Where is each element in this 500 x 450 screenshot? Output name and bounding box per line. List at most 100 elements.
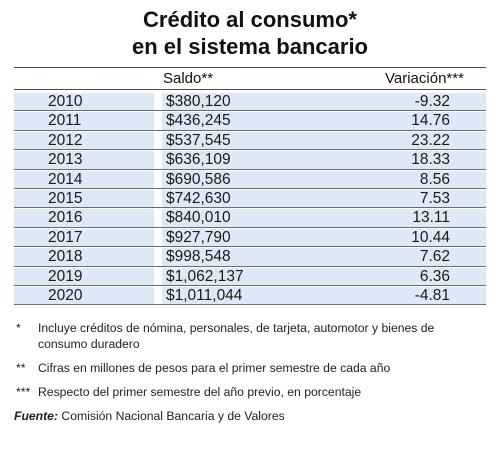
row-band bbox=[162, 170, 372, 188]
year-cell: 2010 bbox=[48, 93, 83, 110]
row-band bbox=[162, 209, 372, 227]
footnote-2-text: Cifras en millones de pesos para el prim… bbox=[38, 361, 391, 375]
row-separator bbox=[14, 110, 486, 112]
row-separator bbox=[14, 226, 486, 228]
year-cell: 2011 bbox=[48, 112, 82, 130]
row-separator bbox=[14, 246, 486, 248]
variacion-cell: 6.36 bbox=[419, 267, 450, 285]
footnote-3: *** Respecto del primer semestre del año… bbox=[14, 384, 486, 400]
variacion-cell: 18.33 bbox=[411, 151, 450, 169]
row-separator bbox=[14, 304, 486, 306]
row-separator bbox=[14, 129, 486, 131]
row-band bbox=[372, 267, 486, 285]
footnote-1-text: Incluye créditos de nómina, personales, … bbox=[38, 321, 435, 351]
table-row: 2016 $840,010 13.11 bbox=[0, 208, 500, 228]
row-band bbox=[14, 112, 154, 130]
row-band bbox=[372, 170, 486, 188]
table-row: 2020 $1,011,044 -4.81 bbox=[0, 286, 500, 306]
source-label: Fuente: bbox=[14, 409, 59, 423]
footnote-2-mark: ** bbox=[16, 361, 26, 375]
row-band bbox=[14, 267, 154, 285]
row-band bbox=[162, 93, 372, 111]
footnote-3-text: Respecto del primer semestre del año pre… bbox=[38, 385, 362, 399]
row-band bbox=[14, 131, 154, 150]
saldo-cell: $537,545 bbox=[166, 131, 231, 149]
saldo-cell: $1,062,137 bbox=[166, 267, 244, 285]
table-row: 2013 $636,109 18.33 bbox=[0, 150, 500, 170]
row-band bbox=[372, 228, 486, 247]
year-cell: 2012 bbox=[48, 131, 83, 149]
header-top-rule bbox=[14, 67, 486, 68]
variacion-cell: 7.62 bbox=[419, 248, 450, 266]
year-cell: 2019 bbox=[48, 267, 83, 285]
variacion-cell: -4.81 bbox=[414, 286, 450, 304]
row-band bbox=[372, 131, 486, 150]
variacion-cell: 10.44 bbox=[411, 228, 450, 246]
row-band bbox=[372, 209, 486, 227]
column-header-variacion: Variación*** bbox=[385, 70, 464, 87]
header-bottom-rule bbox=[14, 89, 486, 90]
saldo-cell: $1,011,044 bbox=[166, 286, 243, 304]
year-cell: 2015 bbox=[48, 189, 83, 207]
row-band bbox=[372, 93, 486, 111]
table-row: 2018 $998,548 7.62 bbox=[0, 247, 500, 267]
row-band bbox=[162, 151, 372, 169]
row-band bbox=[162, 267, 372, 285]
row-band bbox=[14, 170, 154, 188]
row-band bbox=[14, 189, 154, 208]
row-band bbox=[162, 228, 372, 247]
title-line-1: Crédito al consumo* bbox=[143, 7, 357, 32]
saldo-cell: $636,109 bbox=[166, 151, 231, 169]
row-band bbox=[162, 112, 372, 130]
row-separator bbox=[14, 168, 486, 170]
row-band bbox=[14, 248, 154, 266]
year-cell: 2013 bbox=[48, 151, 83, 169]
row-separator bbox=[14, 207, 486, 209]
table-row: 2012 $537,545 23.22 bbox=[0, 131, 500, 151]
saldo-cell: $998,548 bbox=[166, 248, 231, 266]
chart-title: Crédito al consumo* en el sistema bancar… bbox=[0, 6, 500, 60]
saldo-cell: $380,120 bbox=[166, 93, 231, 110]
table-row: 2011 $436,245 14.76 bbox=[0, 111, 500, 131]
variacion-cell: 14.76 bbox=[411, 112, 450, 130]
footnote-1: * Incluye créditos de nómina, personales… bbox=[14, 320, 486, 352]
row-separator bbox=[14, 265, 486, 267]
row-band bbox=[372, 286, 486, 305]
footnote-1-mark: * bbox=[16, 321, 21, 335]
year-cell: 2014 bbox=[48, 170, 83, 188]
saldo-cell: $927,790 bbox=[166, 228, 231, 246]
table-row: 2010 $380,120 -9.32 bbox=[0, 92, 500, 112]
row-band bbox=[14, 228, 154, 247]
footnote-3-mark: *** bbox=[16, 385, 31, 399]
row-band bbox=[14, 151, 154, 169]
row-band bbox=[14, 209, 154, 227]
row-separator bbox=[14, 284, 486, 286]
variacion-cell: 8.56 bbox=[419, 170, 450, 188]
year-cell: 2020 bbox=[48, 286, 83, 304]
variacion-cell: 23.22 bbox=[411, 131, 450, 149]
title-line-2: en el sistema bancario bbox=[132, 34, 368, 59]
table-row: 2017 $927,790 10.44 bbox=[0, 228, 500, 248]
row-band bbox=[162, 131, 372, 150]
row-band bbox=[372, 189, 486, 208]
row-band bbox=[162, 189, 372, 208]
source-text: Comisión Nacional Bancaria y de Valores bbox=[61, 409, 285, 423]
footnotes: * Incluye créditos de nómina, personales… bbox=[14, 320, 486, 424]
table-row: 2019 $1,062,137 6.36 bbox=[0, 267, 500, 286]
source-line: Fuente: Comisión Nacional Bancaria y de … bbox=[14, 408, 486, 424]
row-separator bbox=[14, 187, 486, 189]
variacion-cell: 7.53 bbox=[419, 189, 450, 207]
saldo-cell: $742,630 bbox=[166, 189, 231, 207]
variacion-cell: -9.32 bbox=[414, 93, 450, 110]
saldo-cell: $690,586 bbox=[166, 170, 231, 188]
footnote-2: ** Cifras en millones de pesos para el p… bbox=[14, 360, 486, 376]
row-separator bbox=[14, 149, 486, 151]
row-band bbox=[162, 248, 372, 266]
row-band bbox=[372, 112, 486, 130]
row-band bbox=[372, 248, 486, 266]
row-band bbox=[162, 286, 372, 305]
table-row: 2015 $742,630 7.53 bbox=[0, 189, 500, 209]
row-band bbox=[14, 93, 154, 111]
data-table: 2010 $380,120 -9.32 2011 $436,245 14.76 2012 $5… bbox=[0, 92, 500, 306]
